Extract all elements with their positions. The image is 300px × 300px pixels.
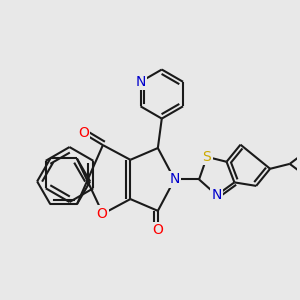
Text: S: S — [202, 150, 211, 164]
Text: O: O — [78, 126, 89, 140]
Text: N: N — [169, 172, 180, 186]
Text: O: O — [152, 224, 163, 238]
Text: N: N — [135, 75, 146, 89]
Text: N: N — [212, 188, 222, 202]
Text: O: O — [97, 207, 107, 221]
